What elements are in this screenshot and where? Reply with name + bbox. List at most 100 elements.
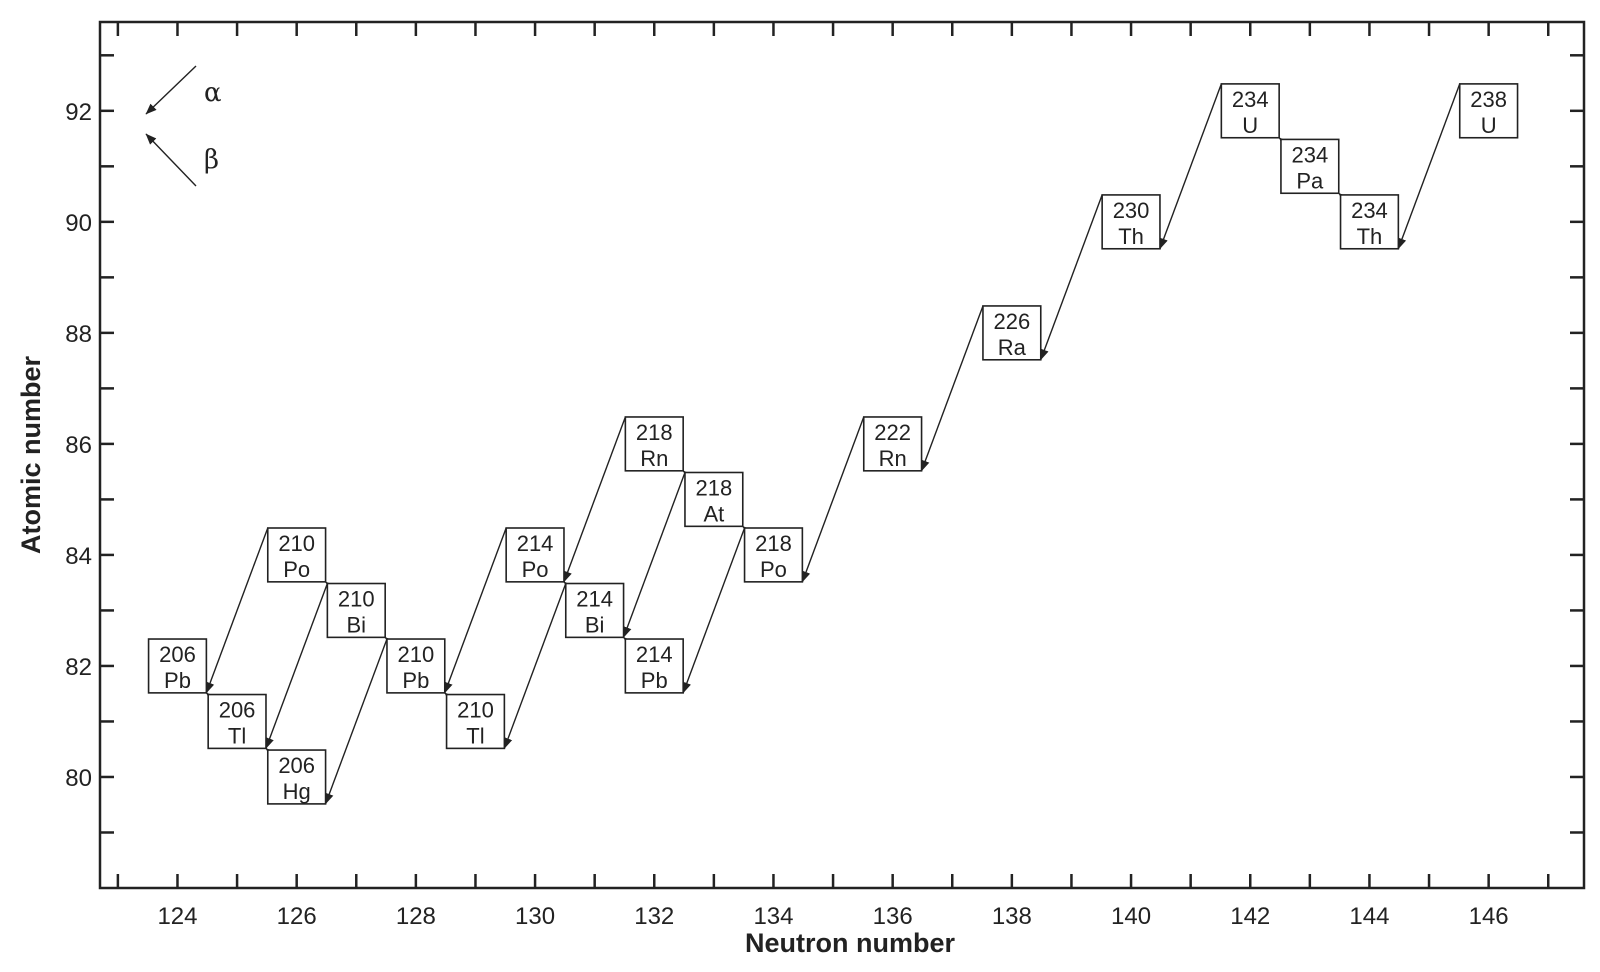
decay-arrow-alpha bbox=[563, 416, 627, 583]
nuclide-box bbox=[624, 638, 684, 694]
nuclide-box bbox=[743, 527, 804, 583]
nuclide-element: Pb bbox=[402, 668, 429, 693]
nuclide-element: Po bbox=[522, 557, 549, 582]
nuclide-element: U bbox=[1242, 113, 1258, 138]
y-tick-label: 82 bbox=[65, 654, 92, 681]
x-tick-label: 130 bbox=[515, 903, 555, 930]
nuclide-box bbox=[1280, 138, 1340, 195]
nuclide-box bbox=[1101, 194, 1161, 250]
nuclide-mass: 206 bbox=[278, 753, 315, 778]
legend-alpha-arrow bbox=[145, 65, 197, 115]
legend-alpha-symbol: α bbox=[204, 78, 222, 108]
y-tick-label: 80 bbox=[65, 765, 92, 792]
nuclide-box bbox=[326, 582, 386, 639]
nuclide-mass: 214 bbox=[517, 531, 554, 556]
x-tick-label: 126 bbox=[277, 903, 317, 930]
nuclide-box bbox=[1220, 83, 1280, 139]
nuclide-element: Bi bbox=[585, 612, 605, 637]
nuclide-mass: 218 bbox=[636, 420, 673, 445]
y-tick-label: 86 bbox=[65, 432, 92, 459]
nuclide-box bbox=[147, 638, 208, 694]
plot-frame bbox=[98, 20, 1586, 890]
decay-arrow-alpha bbox=[324, 638, 388, 805]
nuclide-mass: 210 bbox=[457, 697, 494, 722]
decay-arrow-alpha bbox=[265, 583, 329, 749]
nuclide-box bbox=[505, 527, 565, 583]
nuclide-box bbox=[266, 527, 327, 583]
nuclide-mass: 206 bbox=[219, 697, 256, 722]
decay-arrow-alpha bbox=[1159, 83, 1222, 250]
nuclide-mass: 210 bbox=[338, 586, 375, 611]
nuclide-element: Po bbox=[283, 557, 310, 582]
nuclide-element: Ra bbox=[998, 335, 1027, 360]
decay-arrow-alpha bbox=[622, 472, 686, 638]
nuclide-box bbox=[564, 582, 625, 639]
decay-arrow-alpha bbox=[503, 583, 567, 749]
nuclide-box bbox=[207, 693, 267, 750]
y-tick-label: 84 bbox=[65, 543, 92, 570]
decay-arrow-alpha bbox=[1397, 83, 1461, 250]
nuclide-mass: 214 bbox=[576, 586, 613, 611]
x-tick-label: 146 bbox=[1469, 903, 1509, 930]
nuclide-element: Hg bbox=[283, 779, 311, 804]
legend-beta-arrow bbox=[145, 133, 197, 187]
nuclide-mass: 230 bbox=[1113, 198, 1150, 223]
nuclide-element: Pa bbox=[1296, 168, 1324, 193]
nuclide-element: Th bbox=[1357, 224, 1383, 249]
nuclide-element: Rn bbox=[879, 446, 907, 471]
nuclide-element: Tl bbox=[228, 723, 246, 748]
decay-arrow-alpha bbox=[1040, 194, 1103, 361]
decay-arrow-alpha bbox=[205, 527, 269, 694]
x-tick-label: 134 bbox=[753, 903, 793, 930]
x-tick-label: 124 bbox=[157, 903, 197, 930]
nuclide-element: U bbox=[1481, 113, 1497, 138]
nuclide-mass: 234 bbox=[1351, 198, 1388, 223]
nuclide-element: Th bbox=[1118, 224, 1144, 249]
nuclide-mass: 206 bbox=[159, 642, 196, 667]
nuclide-mass: 218 bbox=[696, 475, 733, 500]
nuclide-box bbox=[982, 305, 1042, 361]
nuclide-mass: 210 bbox=[278, 531, 315, 556]
nuclide-mass: 214 bbox=[636, 642, 673, 667]
decay-arrow-alpha bbox=[444, 527, 507, 694]
decay-arrows bbox=[205, 83, 1461, 805]
axis-ticks: 124 126 128 130 132 134 136 138 140 142 144 146 80 82… bbox=[65, 22, 1584, 930]
nuclide-element: Tl bbox=[466, 723, 484, 748]
nuclide-box bbox=[266, 749, 327, 805]
nuclide-mass: 210 bbox=[398, 642, 435, 667]
x-tick-label: 142 bbox=[1230, 903, 1270, 930]
x-tick-label: 136 bbox=[873, 903, 913, 930]
decay-arrow-alpha bbox=[801, 416, 865, 583]
nuclide-box bbox=[386, 638, 446, 694]
nuclide-mass: 218 bbox=[755, 531, 792, 556]
decay-arrow-alpha bbox=[920, 305, 984, 472]
nuclide-element: Po bbox=[760, 557, 787, 582]
nuclide-box bbox=[624, 416, 684, 472]
decay-arrow-alpha bbox=[682, 527, 746, 694]
nuclide-box bbox=[445, 693, 506, 750]
x-tick-label: 128 bbox=[396, 903, 436, 930]
nuclide-box bbox=[1458, 83, 1519, 139]
y-tick-label: 88 bbox=[65, 321, 92, 348]
x-tick-label: 138 bbox=[992, 903, 1032, 930]
nuclide-mass: 238 bbox=[1470, 87, 1507, 112]
nuclide-element: At bbox=[703, 501, 724, 526]
